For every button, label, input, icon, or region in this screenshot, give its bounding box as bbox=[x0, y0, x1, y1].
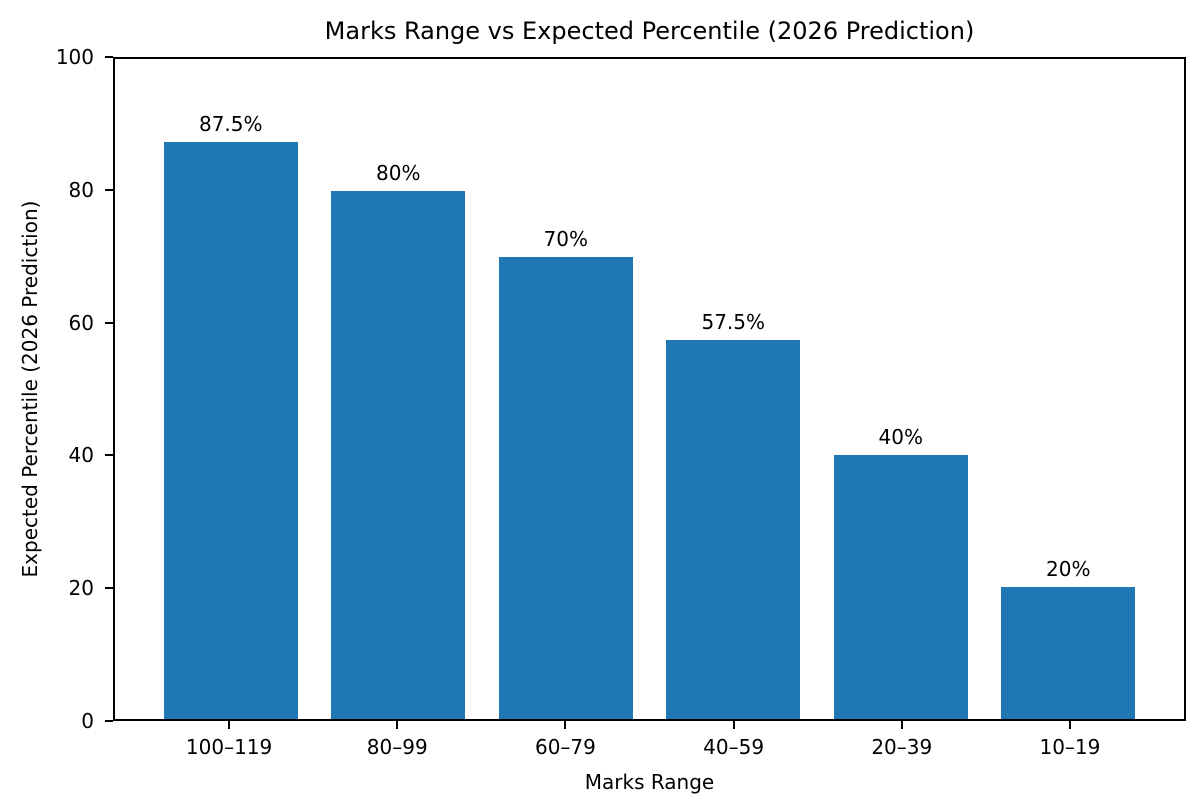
x-tick-label: 100–119 bbox=[185, 735, 273, 759]
x-axis-label: Marks Range bbox=[584, 770, 715, 794]
y-tick-mark bbox=[105, 56, 113, 58]
chart-title: Marks Range vs Expected Percentile (2026… bbox=[324, 17, 975, 45]
bar-value-label: 80% bbox=[376, 161, 421, 185]
bar bbox=[1001, 587, 1136, 719]
bar-slot: 87.5% bbox=[147, 59, 315, 719]
y-tick-label: 60 bbox=[68, 310, 94, 335]
bar-value-label: 70% bbox=[543, 227, 588, 251]
bar bbox=[331, 191, 466, 719]
x-tick-slot: 20–39 bbox=[818, 721, 986, 759]
y-tick-mark bbox=[105, 321, 113, 324]
bar bbox=[163, 141, 298, 719]
y-tick-mark bbox=[105, 587, 113, 590]
y-tick-mark bbox=[105, 188, 113, 191]
bar-slot: 20% bbox=[985, 59, 1153, 719]
y-tick-mark bbox=[105, 454, 113, 457]
x-tick-mark bbox=[1068, 721, 1071, 729]
x-tick-label: 10–19 bbox=[1039, 735, 1101, 759]
x-axis-ticks: 100–119 80–99 60–79 40–59 20–39 10–19 bbox=[113, 721, 1186, 759]
x-tick-label: 40–59 bbox=[703, 735, 765, 759]
bar-value-label: 20% bbox=[1046, 557, 1091, 581]
y-tick-mark bbox=[105, 720, 113, 722]
x-tick-label: 80–99 bbox=[366, 735, 428, 759]
bar bbox=[666, 339, 801, 719]
x-tick-slot: 60–79 bbox=[481, 721, 649, 759]
bars-row: 87.5% 80% 70% 57.5% 40% 20% bbox=[115, 59, 1184, 719]
x-tick-slot: 80–99 bbox=[313, 721, 481, 759]
x-tick-label: 60–79 bbox=[534, 735, 596, 759]
bar-slot: 57.5% bbox=[650, 59, 818, 719]
x-tick-label: 20–39 bbox=[871, 735, 933, 759]
y-tick-label: 100 bbox=[55, 45, 94, 69]
bar bbox=[498, 257, 633, 719]
bar bbox=[833, 455, 968, 719]
bar-slot: 70% bbox=[482, 59, 650, 719]
y-tick-label: 20 bbox=[68, 576, 94, 601]
x-tick-slot: 10–19 bbox=[986, 721, 1154, 759]
y-tick-label: 40 bbox=[68, 443, 94, 468]
y-tick-label: 80 bbox=[68, 177, 94, 202]
bar-value-label: 87.5% bbox=[198, 111, 263, 136]
x-tick-mark bbox=[228, 721, 231, 729]
x-tick-mark bbox=[732, 721, 735, 729]
bar-value-label: 40% bbox=[878, 425, 923, 449]
x-tick-mark bbox=[396, 721, 399, 729]
x-tick-slot: 40–59 bbox=[650, 721, 818, 759]
x-tick-slot: 100–119 bbox=[145, 721, 313, 759]
bar-slot: 80% bbox=[315, 59, 483, 719]
x-tick-mark bbox=[564, 721, 567, 729]
plot-area: 87.5% 80% 70% 57.5% 40% 20% bbox=[113, 57, 1186, 721]
y-tick-label: 0 bbox=[81, 709, 94, 733]
bar-slot: 40% bbox=[817, 59, 985, 719]
y-axis-ticks: 0 20 40 60 80 100 bbox=[0, 45, 113, 733]
bar-value-label: 57.5% bbox=[701, 309, 766, 334]
x-tick-mark bbox=[900, 721, 903, 729]
